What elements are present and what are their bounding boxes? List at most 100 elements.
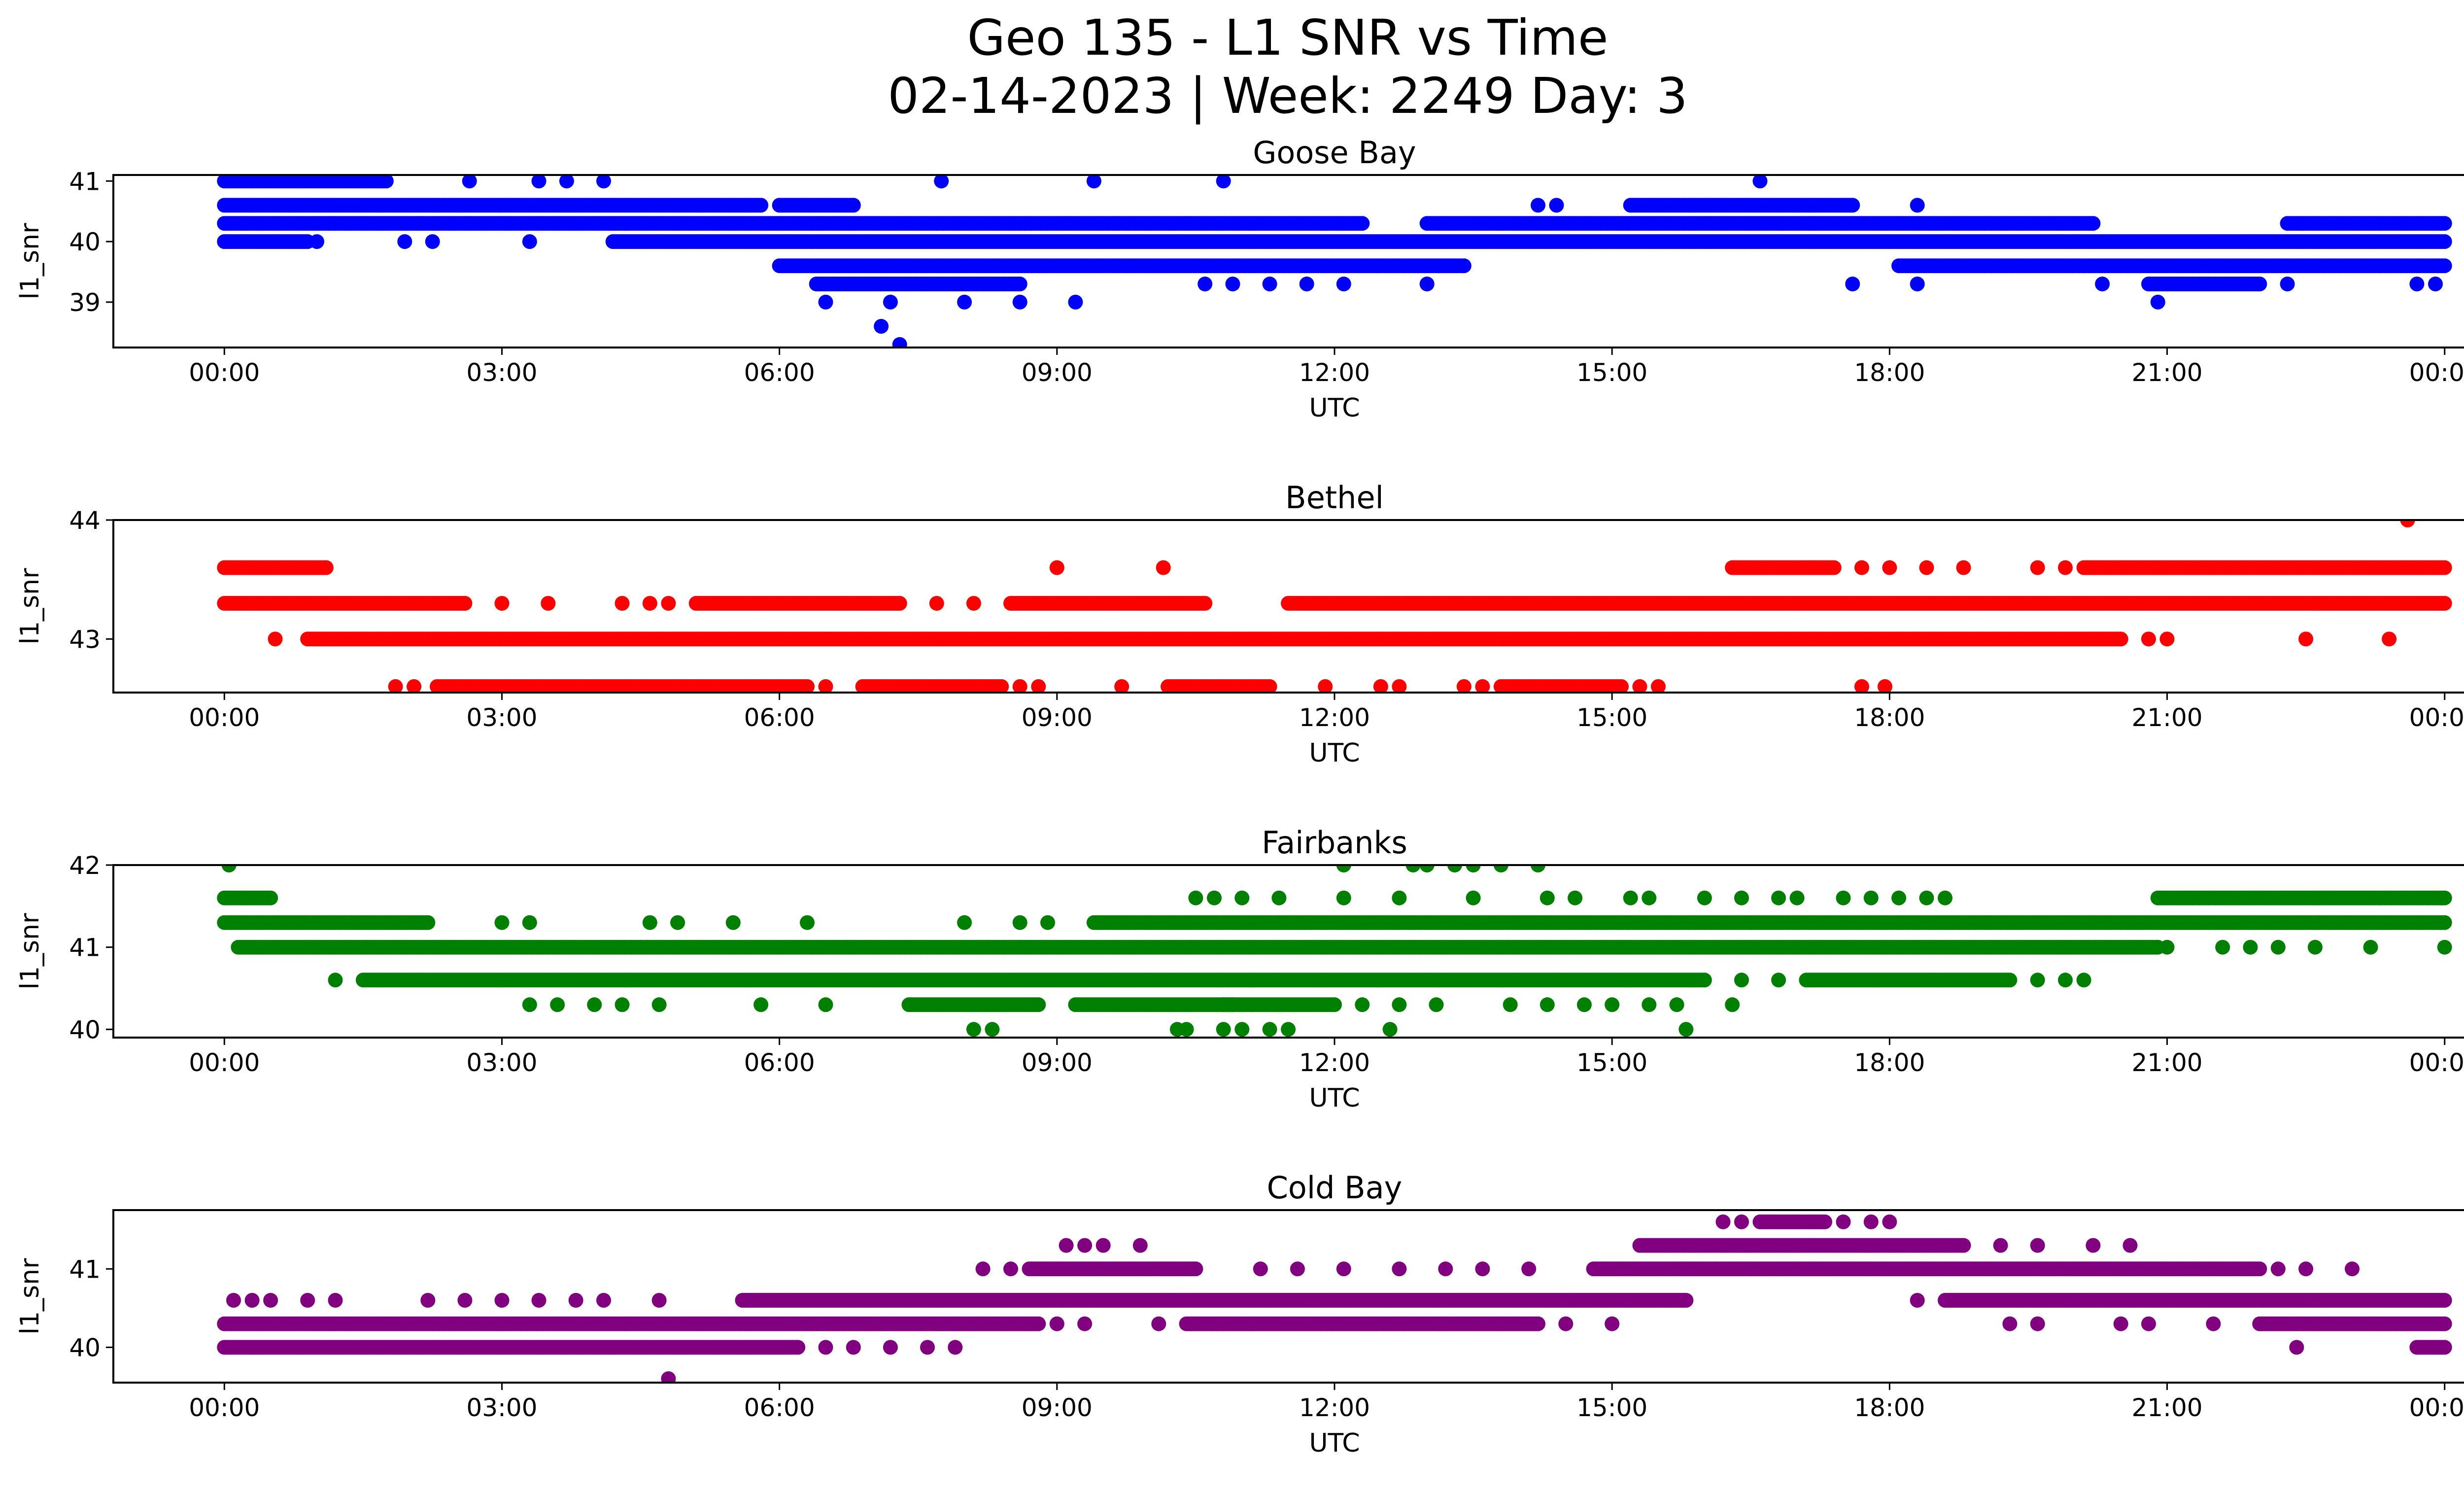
data-run-goose-bay-1 bbox=[217, 198, 769, 213]
data-point bbox=[309, 234, 324, 249]
data-point bbox=[462, 175, 477, 189]
data-point bbox=[2113, 631, 2128, 647]
data-run-goose-bay-3 bbox=[217, 216, 1370, 231]
data-run-goose-bay-0 bbox=[217, 175, 394, 189]
y-axis-label-goose-bay: l1_snr bbox=[15, 223, 45, 300]
subplot-title-bethel: Bethel bbox=[1285, 480, 1384, 516]
x-tick-label: 15:00 bbox=[1576, 358, 1647, 387]
data-point bbox=[2409, 277, 2425, 292]
data-point bbox=[2252, 277, 2267, 292]
data-point bbox=[522, 234, 537, 249]
data-point bbox=[397, 234, 412, 249]
x-tick-label: 21:00 bbox=[2131, 358, 2202, 387]
data-point bbox=[1752, 175, 1768, 189]
x-tick-label: 09:00 bbox=[1022, 358, 1093, 387]
x-tick-label: 06:00 bbox=[744, 358, 815, 387]
data-point bbox=[1262, 277, 1277, 292]
data-point bbox=[957, 294, 972, 310]
data-point bbox=[1198, 596, 1213, 611]
data-point bbox=[2428, 277, 2443, 292]
x-tick-label: 00:00 bbox=[2409, 358, 2464, 387]
data-run-goose-bay-7 bbox=[605, 234, 2452, 249]
data-point bbox=[425, 234, 440, 249]
data-point bbox=[994, 679, 1009, 693]
data-run-bethel-0 bbox=[217, 560, 334, 575]
subplot-title-goose-bay: Goose Bay bbox=[1253, 135, 1416, 171]
data-run-bethel-10 bbox=[1161, 679, 1277, 693]
figure-title-line-2: 02-14-2023 | Week: 2249 Day: 3 bbox=[888, 67, 1688, 125]
data-series-goose-bay bbox=[217, 175, 2452, 348]
data-run-goose-bay-11 bbox=[2141, 277, 2267, 292]
data-point bbox=[753, 198, 769, 213]
y-tick-label: 41 bbox=[69, 167, 101, 196]
data-point bbox=[892, 596, 907, 611]
data-run-goose-bay-10 bbox=[809, 277, 1027, 292]
data-point bbox=[2086, 216, 2101, 231]
data-run-bethel-4 bbox=[688, 596, 907, 611]
data-run-bethel-1 bbox=[1725, 560, 1842, 575]
x-tick-label: 00:00 bbox=[189, 358, 260, 387]
x-tick-label: 03:00 bbox=[466, 358, 537, 387]
data-run-goose-bay-9 bbox=[1891, 258, 2452, 274]
data-point bbox=[1299, 277, 1314, 292]
data-point bbox=[1419, 277, 1435, 292]
data-point bbox=[818, 294, 833, 310]
data-run-goose-bay-8 bbox=[772, 258, 1472, 274]
data-point bbox=[318, 560, 334, 575]
data-point bbox=[1910, 198, 1925, 213]
data-point bbox=[1910, 277, 1925, 292]
data-point bbox=[1198, 277, 1213, 292]
data-point bbox=[874, 319, 889, 334]
data-run-bethel-3 bbox=[217, 596, 473, 611]
data-run-bethel-2 bbox=[2076, 560, 2452, 575]
data-point bbox=[1531, 198, 1545, 213]
data-run-bethel-11 bbox=[1493, 679, 1629, 693]
data-point bbox=[1355, 216, 1370, 231]
x-tick-label: 18:00 bbox=[1854, 358, 1925, 387]
data-point bbox=[934, 175, 949, 189]
data-point bbox=[2280, 277, 2295, 292]
data-run-bethel-8 bbox=[430, 679, 815, 693]
data-point bbox=[800, 679, 815, 693]
data-run-goose-bay-4 bbox=[1419, 216, 2101, 231]
data-run-goose-bay-6 bbox=[217, 234, 315, 249]
data-point bbox=[1845, 198, 1860, 213]
data-point bbox=[1336, 277, 1351, 292]
data-run-bethel-9 bbox=[855, 679, 1009, 693]
y-tick-label: 40 bbox=[69, 228, 101, 256]
data-point bbox=[2437, 216, 2452, 231]
y-tick-label: 39 bbox=[69, 288, 101, 317]
data-point bbox=[1225, 277, 1240, 292]
data-point bbox=[2095, 277, 2110, 292]
data-run-goose-bay-5 bbox=[2280, 216, 2452, 231]
data-series-bethel bbox=[217, 520, 2452, 693]
data-point bbox=[1012, 277, 1027, 292]
data-point bbox=[1086, 175, 1101, 189]
data-point bbox=[378, 175, 394, 189]
data-point bbox=[2150, 294, 2165, 310]
data-run-bethel-5 bbox=[1003, 596, 1213, 611]
data-point bbox=[559, 175, 574, 189]
figure-title-line-1: Geo 135 - L1 SNR vs Time bbox=[967, 9, 1608, 67]
data-point bbox=[2437, 596, 2452, 611]
data-point bbox=[846, 198, 861, 213]
data-point bbox=[531, 175, 547, 189]
data-point bbox=[2437, 560, 2452, 575]
data-point bbox=[2437, 258, 2452, 274]
data-point bbox=[892, 337, 907, 348]
data-run-bethel-7 bbox=[300, 631, 2128, 647]
data-point bbox=[1262, 679, 1277, 693]
figure-title: Geo 135 - L1 SNR vs Time 02-14-2023 | We… bbox=[0, 9, 2464, 125]
data-point bbox=[1456, 258, 1472, 274]
subplot-goose-bay: Goose Bay 00:00 03:00 06:00 09:00 12:00 15:00 1… bbox=[15, 135, 2464, 423]
data-run-goose-bay-2 bbox=[772, 198, 861, 213]
data-point bbox=[1826, 560, 1842, 575]
data-point bbox=[883, 294, 898, 310]
x-tick-label: 12:00 bbox=[1299, 358, 1370, 387]
data-run-goose-bay-12 bbox=[1623, 198, 1860, 213]
data-point bbox=[1845, 277, 1860, 292]
data-run-bethel-6 bbox=[1281, 596, 2452, 611]
data-point bbox=[1549, 198, 1564, 213]
